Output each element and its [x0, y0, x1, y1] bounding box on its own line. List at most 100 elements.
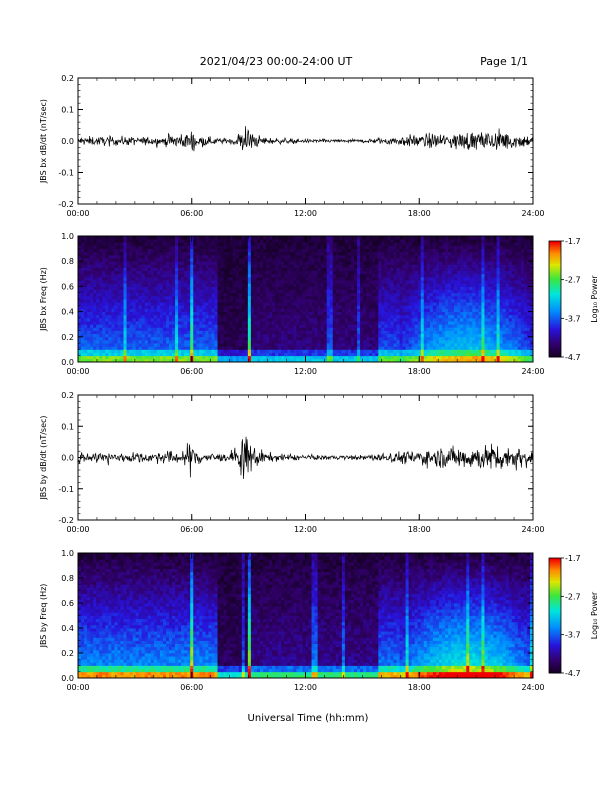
spectrogram-cell — [165, 251, 170, 256]
spectrogram-cell — [141, 324, 146, 328]
spectrogram-cell — [156, 355, 161, 360]
spectrogram-cell — [332, 248, 337, 253]
spectrogram-cell — [169, 352, 173, 357]
spectrogram-cell — [275, 239, 279, 243]
spectrogram-cell — [311, 251, 315, 256]
spectrogram-cell — [372, 336, 376, 341]
spectrogram-cell — [405, 242, 410, 246]
spectrogram-cell — [323, 280, 328, 284]
spectrogram-cell — [220, 336, 224, 341]
spectrogram-cell — [314, 349, 319, 353]
spectrogram-cell — [275, 355, 279, 360]
spectrogram-cell — [238, 242, 243, 246]
spectrogram-cell — [199, 308, 203, 312]
spectrogram-cell — [387, 333, 391, 338]
spectrogram-cell — [420, 258, 425, 262]
spectrogram-cell — [208, 242, 212, 246]
spectrogram-cell — [196, 295, 200, 300]
spectrogram-cell — [247, 239, 252, 243]
spectrogram-cell — [354, 314, 358, 319]
spectrogram-cell — [208, 324, 212, 328]
spectrogram-cell — [384, 324, 388, 328]
spectrogram-cell — [178, 289, 182, 294]
spectrogram-cell — [341, 327, 346, 331]
spectrogram-cell — [105, 321, 109, 325]
spectrogram-cell — [196, 283, 200, 287]
spectrogram-cell — [369, 289, 373, 294]
spectrogram-cell — [381, 276, 385, 281]
spectrogram-cell — [272, 346, 276, 350]
spectrogram-cell — [172, 261, 176, 265]
spectrogram-cell — [323, 333, 328, 338]
spectrogram-cell — [241, 292, 246, 297]
spectrogram-cell — [199, 295, 203, 300]
spectrogram-cell — [405, 267, 410, 272]
spectrogram-cell — [241, 333, 246, 338]
spectrogram-cell — [96, 283, 100, 287]
spectrogram-cell — [372, 333, 376, 338]
spectrogram-cell — [323, 286, 328, 290]
spectrogram-cell — [93, 264, 97, 268]
spectrogram-cell — [287, 267, 291, 272]
spectrogram-cell — [247, 258, 252, 262]
spectrogram-cell — [375, 324, 379, 328]
spectrogram-cell — [281, 264, 285, 268]
spectrogram-cell — [108, 286, 112, 290]
spectrogram-cell — [229, 292, 234, 297]
spectrogram-cell — [260, 343, 264, 347]
spectrogram-cell — [341, 330, 346, 335]
spectrogram-cell — [378, 261, 382, 265]
spectrogram-cell — [244, 330, 249, 335]
spectrogram-cell — [153, 273, 158, 278]
spectrogram-cell — [238, 273, 243, 278]
spectrogram-cell — [144, 314, 149, 319]
spectrogram-cell — [220, 308, 224, 312]
spectrogram-cell — [87, 276, 91, 281]
spectrogram-cell — [226, 314, 231, 319]
spectrogram-cell — [326, 283, 331, 287]
spectrogram-cell — [105, 355, 109, 360]
spectrogram-cell — [147, 258, 152, 262]
spectrogram-cell — [78, 339, 82, 344]
spectrogram-cell — [141, 327, 146, 331]
spectrogram-cell — [199, 242, 203, 246]
spectrogram-cell — [357, 311, 361, 316]
spectrogram-cell — [150, 358, 155, 363]
spectrogram-cell — [347, 346, 352, 350]
spectrogram-cell — [90, 248, 94, 253]
spectrogram-cell — [445, 349, 449, 353]
spectrogram-cell — [317, 239, 322, 243]
spectrogram-cell — [366, 292, 370, 297]
spectrogram-cell — [357, 251, 361, 256]
spectrogram-cell — [423, 258, 428, 262]
spectrogram-cell — [226, 308, 231, 312]
spectrogram-cell — [293, 295, 297, 300]
spectrogram-cell — [220, 295, 224, 300]
spectrogram-cell — [135, 327, 140, 331]
spectrogram-cell — [208, 308, 212, 312]
spectrogram-cell — [396, 299, 400, 303]
spectrogram-cell — [117, 352, 121, 357]
spectrogram-cell — [293, 276, 297, 281]
spectrogram-cell — [87, 267, 91, 272]
spectrogram-cell — [287, 280, 291, 284]
spectrogram-cell — [423, 343, 428, 347]
spectrogram-cell — [229, 349, 234, 353]
spectrogram-cell — [141, 270, 146, 275]
spectrogram-cell — [351, 339, 355, 344]
spectrogram-cell — [384, 283, 388, 287]
spectrogram-cell — [96, 295, 100, 300]
spectrogram-cell — [384, 305, 388, 309]
spectrogram-cell — [396, 330, 400, 335]
spectrogram-cell — [429, 327, 434, 331]
spectrogram-cell — [102, 280, 106, 284]
spectrogram-cell — [229, 333, 234, 338]
spectrogram-cell — [314, 289, 319, 294]
spectrogram-cell — [208, 289, 212, 294]
spectrogram-cell — [420, 283, 425, 287]
spectrogram-cell — [357, 276, 361, 281]
spectrogram-cell — [420, 333, 425, 338]
spectrogram-cell — [429, 292, 434, 297]
spectrogram-cell — [363, 333, 367, 338]
spectrogram-cell — [432, 276, 437, 281]
